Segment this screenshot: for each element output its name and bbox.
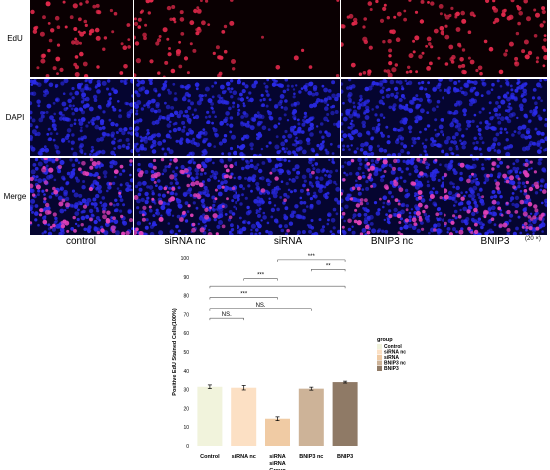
bar-4 — [332, 382, 358, 446]
legend-item-0: Control — [384, 344, 402, 350]
legend-swatch-4 — [377, 366, 382, 371]
x-tick-label-4: BNIP3 — [337, 454, 353, 460]
bar-0 — [197, 386, 223, 446]
micrograph-dapi-4 — [444, 79, 547, 156]
sig-label-4: *** — [240, 291, 248, 297]
bar-3 — [298, 388, 324, 446]
legend-swatch-0 — [377, 344, 382, 349]
y-tick-label-2: 20 — [183, 406, 189, 412]
column-label-0: control — [65, 236, 96, 247]
y-tick-label-9: 90 — [183, 275, 189, 281]
legend-swatch-3 — [377, 360, 382, 366]
column-label-1: siRNA nc — [164, 236, 206, 247]
micrograph-edu-1 — [134, 0, 237, 77]
legend-item-4: BNIP3 — [384, 366, 399, 372]
x-tick-label-2: siRNA — [269, 454, 286, 460]
sig-label-6: NS. — [222, 312, 232, 318]
y-tick-label-4: 40 — [183, 369, 189, 375]
micrograph-edu-3 — [341, 0, 444, 77]
column-label-3: BNIP3 nc — [370, 236, 414, 247]
micrograph-dapi-0 — [30, 79, 133, 156]
column-label-2: siRNA — [273, 236, 303, 247]
x-axis-label-0: siRNA — [269, 461, 286, 467]
micrograph-merge-0 — [30, 158, 133, 235]
y-tick-label-8: 80 — [183, 294, 189, 300]
row-label-edu: EdU — [7, 33, 23, 43]
micrograph-edu-0 — [30, 0, 133, 77]
x-axis-label-1: Group — [269, 468, 286, 470]
micrograph-edu-2 — [237, 0, 340, 77]
y-tick-label-3: 30 — [183, 388, 189, 394]
micrograph-edu-4 — [444, 0, 547, 77]
micrograph-merge-1 — [134, 158, 237, 235]
x-tick-label-0: Control — [200, 454, 220, 460]
row-label-dapi: DAPI — [5, 112, 25, 122]
bar-2 — [265, 418, 290, 446]
y-axis-label: Positive EdU Stained Cells(100%) — [172, 308, 178, 396]
sig-label-3: *** — [257, 273, 265, 279]
x-tick-label-1: siRNA nc — [232, 454, 256, 460]
y-tick-label-6: 60 — [183, 331, 189, 337]
micrograph-dapi-2 — [237, 79, 340, 156]
micrograph-dapi-3 — [341, 79, 444, 156]
magnification-label: (20 ×) — [525, 236, 541, 242]
y-tick-label-1: 10 — [183, 425, 189, 431]
legend-swatch-1 — [377, 349, 382, 355]
micrograph-merge-2 — [237, 158, 340, 235]
legend-title: group — [377, 337, 393, 343]
legend-item-2: siRNA — [384, 355, 399, 361]
x-tick-label-3: BNIP3 nc — [299, 454, 323, 460]
sig-label-5: NS. — [256, 303, 266, 309]
y-tick-label-10: 100 — [181, 256, 190, 262]
y-tick-label-0: 0 — [186, 444, 189, 450]
sig-label-1: ** — [326, 263, 331, 269]
legend-item-1: siRNA nc — [384, 350, 406, 356]
legend-swatch-2 — [377, 355, 382, 360]
column-label-4: BNIP3 — [480, 236, 510, 247]
legend-item-3: BNIP3 nc — [384, 361, 406, 367]
bar-1 — [231, 387, 257, 446]
row-label-merge: Merge — [3, 191, 27, 201]
y-tick-label-5: 50 — [183, 350, 189, 356]
sig-label-2: *** — [308, 254, 316, 260]
y-tick-label-7: 70 — [183, 312, 189, 318]
micrograph-dapi-1 — [134, 79, 237, 156]
micrograph-merge-3 — [341, 158, 444, 235]
micrograph-merge-4 — [444, 158, 547, 235]
